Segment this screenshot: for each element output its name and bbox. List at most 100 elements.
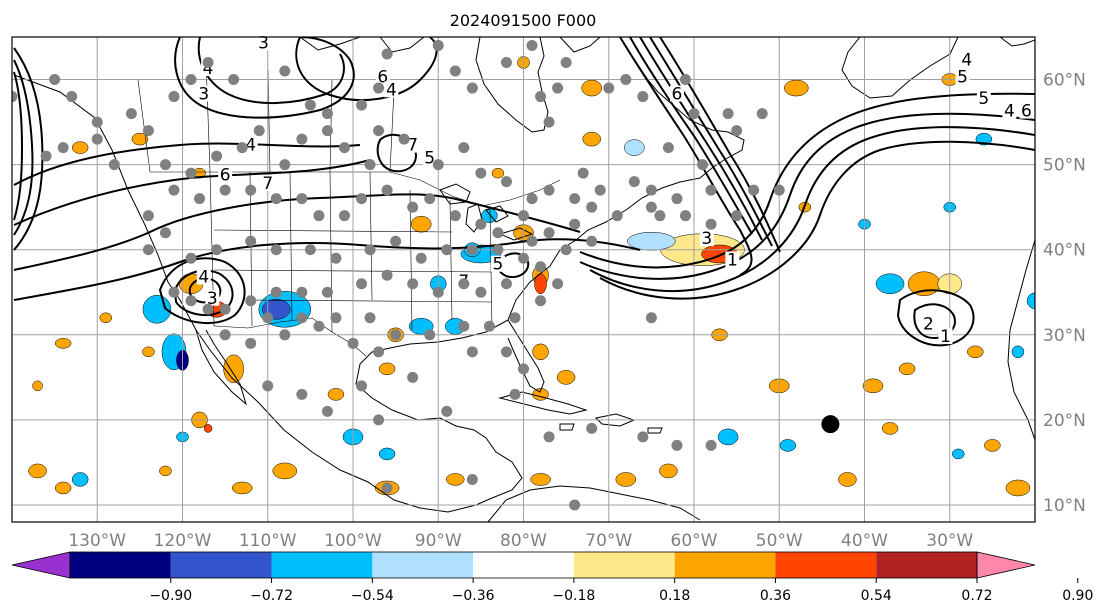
longitude-tick-label: 130°W [68, 531, 126, 551]
colorbar-tick-label: 0.90 [1062, 588, 1093, 604]
contour-label-background [699, 230, 714, 247]
anomaly-region [581, 79, 602, 97]
puerto-rico-coastline [647, 427, 663, 434]
station-marker [296, 388, 308, 400]
station-marker [373, 125, 385, 137]
station-marker [475, 167, 487, 179]
contour-label-background [921, 315, 936, 332]
station-marker [185, 295, 197, 307]
station-marker [475, 286, 487, 298]
station-marker [492, 227, 504, 239]
station-marker [560, 57, 572, 69]
anomaly-region [223, 354, 244, 384]
station-marker [611, 210, 623, 222]
station-marker [543, 184, 555, 196]
station-marker [535, 295, 547, 307]
longitude-tick-label: 90°W [415, 531, 462, 551]
anomaly-region [99, 312, 113, 324]
colorbar-segment [170, 552, 272, 578]
station-marker [40, 150, 52, 162]
station-marker [432, 286, 444, 298]
contour-label: 6 [1021, 102, 1032, 122]
station-marker [211, 244, 223, 256]
province-lines [137, 59, 395, 173]
station-marker [296, 312, 308, 324]
longitude-tick-label: 120°W [154, 531, 212, 551]
station-marker [441, 405, 453, 417]
contour-label: 3 [198, 85, 209, 105]
station-marker [526, 40, 538, 52]
latitude-tick-label: 60°N [1043, 71, 1086, 91]
contour-label: 4 [203, 59, 214, 79]
station-marker [424, 329, 436, 341]
cuba-coastline [498, 391, 588, 415]
latitude-tick-label: 20°N [1043, 411, 1086, 431]
station-marker [338, 210, 350, 222]
station-marker [185, 167, 197, 179]
station-marker [381, 48, 393, 60]
anomaly-region [28, 463, 47, 479]
station-marker [304, 99, 316, 111]
contour-label-background [669, 85, 684, 102]
latitude-tick-label: 10°N [1043, 496, 1086, 516]
station-marker [194, 193, 206, 205]
contour-label: 5 [493, 255, 504, 275]
station-marker [381, 482, 393, 494]
station-marker [407, 371, 419, 383]
station-marker [492, 244, 504, 256]
station-marker [594, 184, 606, 196]
contour-line [896, 289, 975, 347]
greenland-coastline [841, 37, 959, 99]
colorbar-segment [473, 552, 574, 578]
station-marker [603, 82, 615, 94]
station-marker [245, 184, 257, 196]
contour-label: 2 [923, 314, 934, 334]
longitude-tick-label: 100°W [324, 531, 382, 551]
station-marker [211, 150, 223, 162]
anomaly-region [272, 462, 298, 480]
contour-line [173, 269, 234, 317]
map-title: 2024091500 F000 [450, 11, 597, 30]
longitude-axis: 130°W 120°W 110°W 100°W 90°W 80°W 70°W 60°W 50°W… [68, 531, 973, 551]
station-marker [168, 91, 180, 103]
station-marker [756, 108, 768, 120]
station-marker [569, 218, 581, 230]
contour-line [629, 37, 753, 235]
north-america-coastline [13, 37, 745, 513]
station-marker [697, 159, 709, 171]
colorbar-tick-label: 0.18 [659, 588, 690, 604]
station-marker [458, 142, 470, 154]
contour-label-background [256, 34, 271, 51]
contour-label-background [196, 85, 211, 102]
station-marker [270, 244, 282, 256]
anomaly-region [159, 465, 172, 477]
station-marker [49, 74, 61, 86]
colorbar-segment [70, 552, 171, 578]
contour-line [13, 238, 641, 301]
contour-line [649, 37, 773, 247]
contour-label-background [218, 166, 233, 183]
colorbar-tick-label: −0.18 [552, 588, 595, 604]
anomaly-region [898, 362, 916, 376]
station-marker [381, 269, 393, 281]
contour-label: 3 [258, 34, 269, 54]
anomaly-region [532, 343, 549, 361]
contour-line [659, 37, 781, 253]
colorbar-segment [271, 552, 373, 578]
station-marker [526, 193, 538, 205]
station-marker [526, 235, 538, 247]
colorbar-tick-label: −0.36 [452, 588, 495, 604]
station-marker [202, 303, 214, 315]
station-marker [628, 176, 640, 188]
station-marker [330, 252, 342, 264]
station-marker [142, 125, 154, 137]
contour-label: 1 [940, 327, 951, 347]
station-marker [466, 244, 478, 256]
europe-coastline [999, 37, 1035, 47]
longitude-tick-label: 40°W [841, 531, 888, 551]
colorbar-segment [674, 552, 776, 578]
contour-label: 4 [961, 51, 972, 71]
contour-label-background [1002, 102, 1017, 119]
latitude-axis: 10°N 20°N 30°N 40°N 50°N 60°N [1043, 71, 1086, 516]
